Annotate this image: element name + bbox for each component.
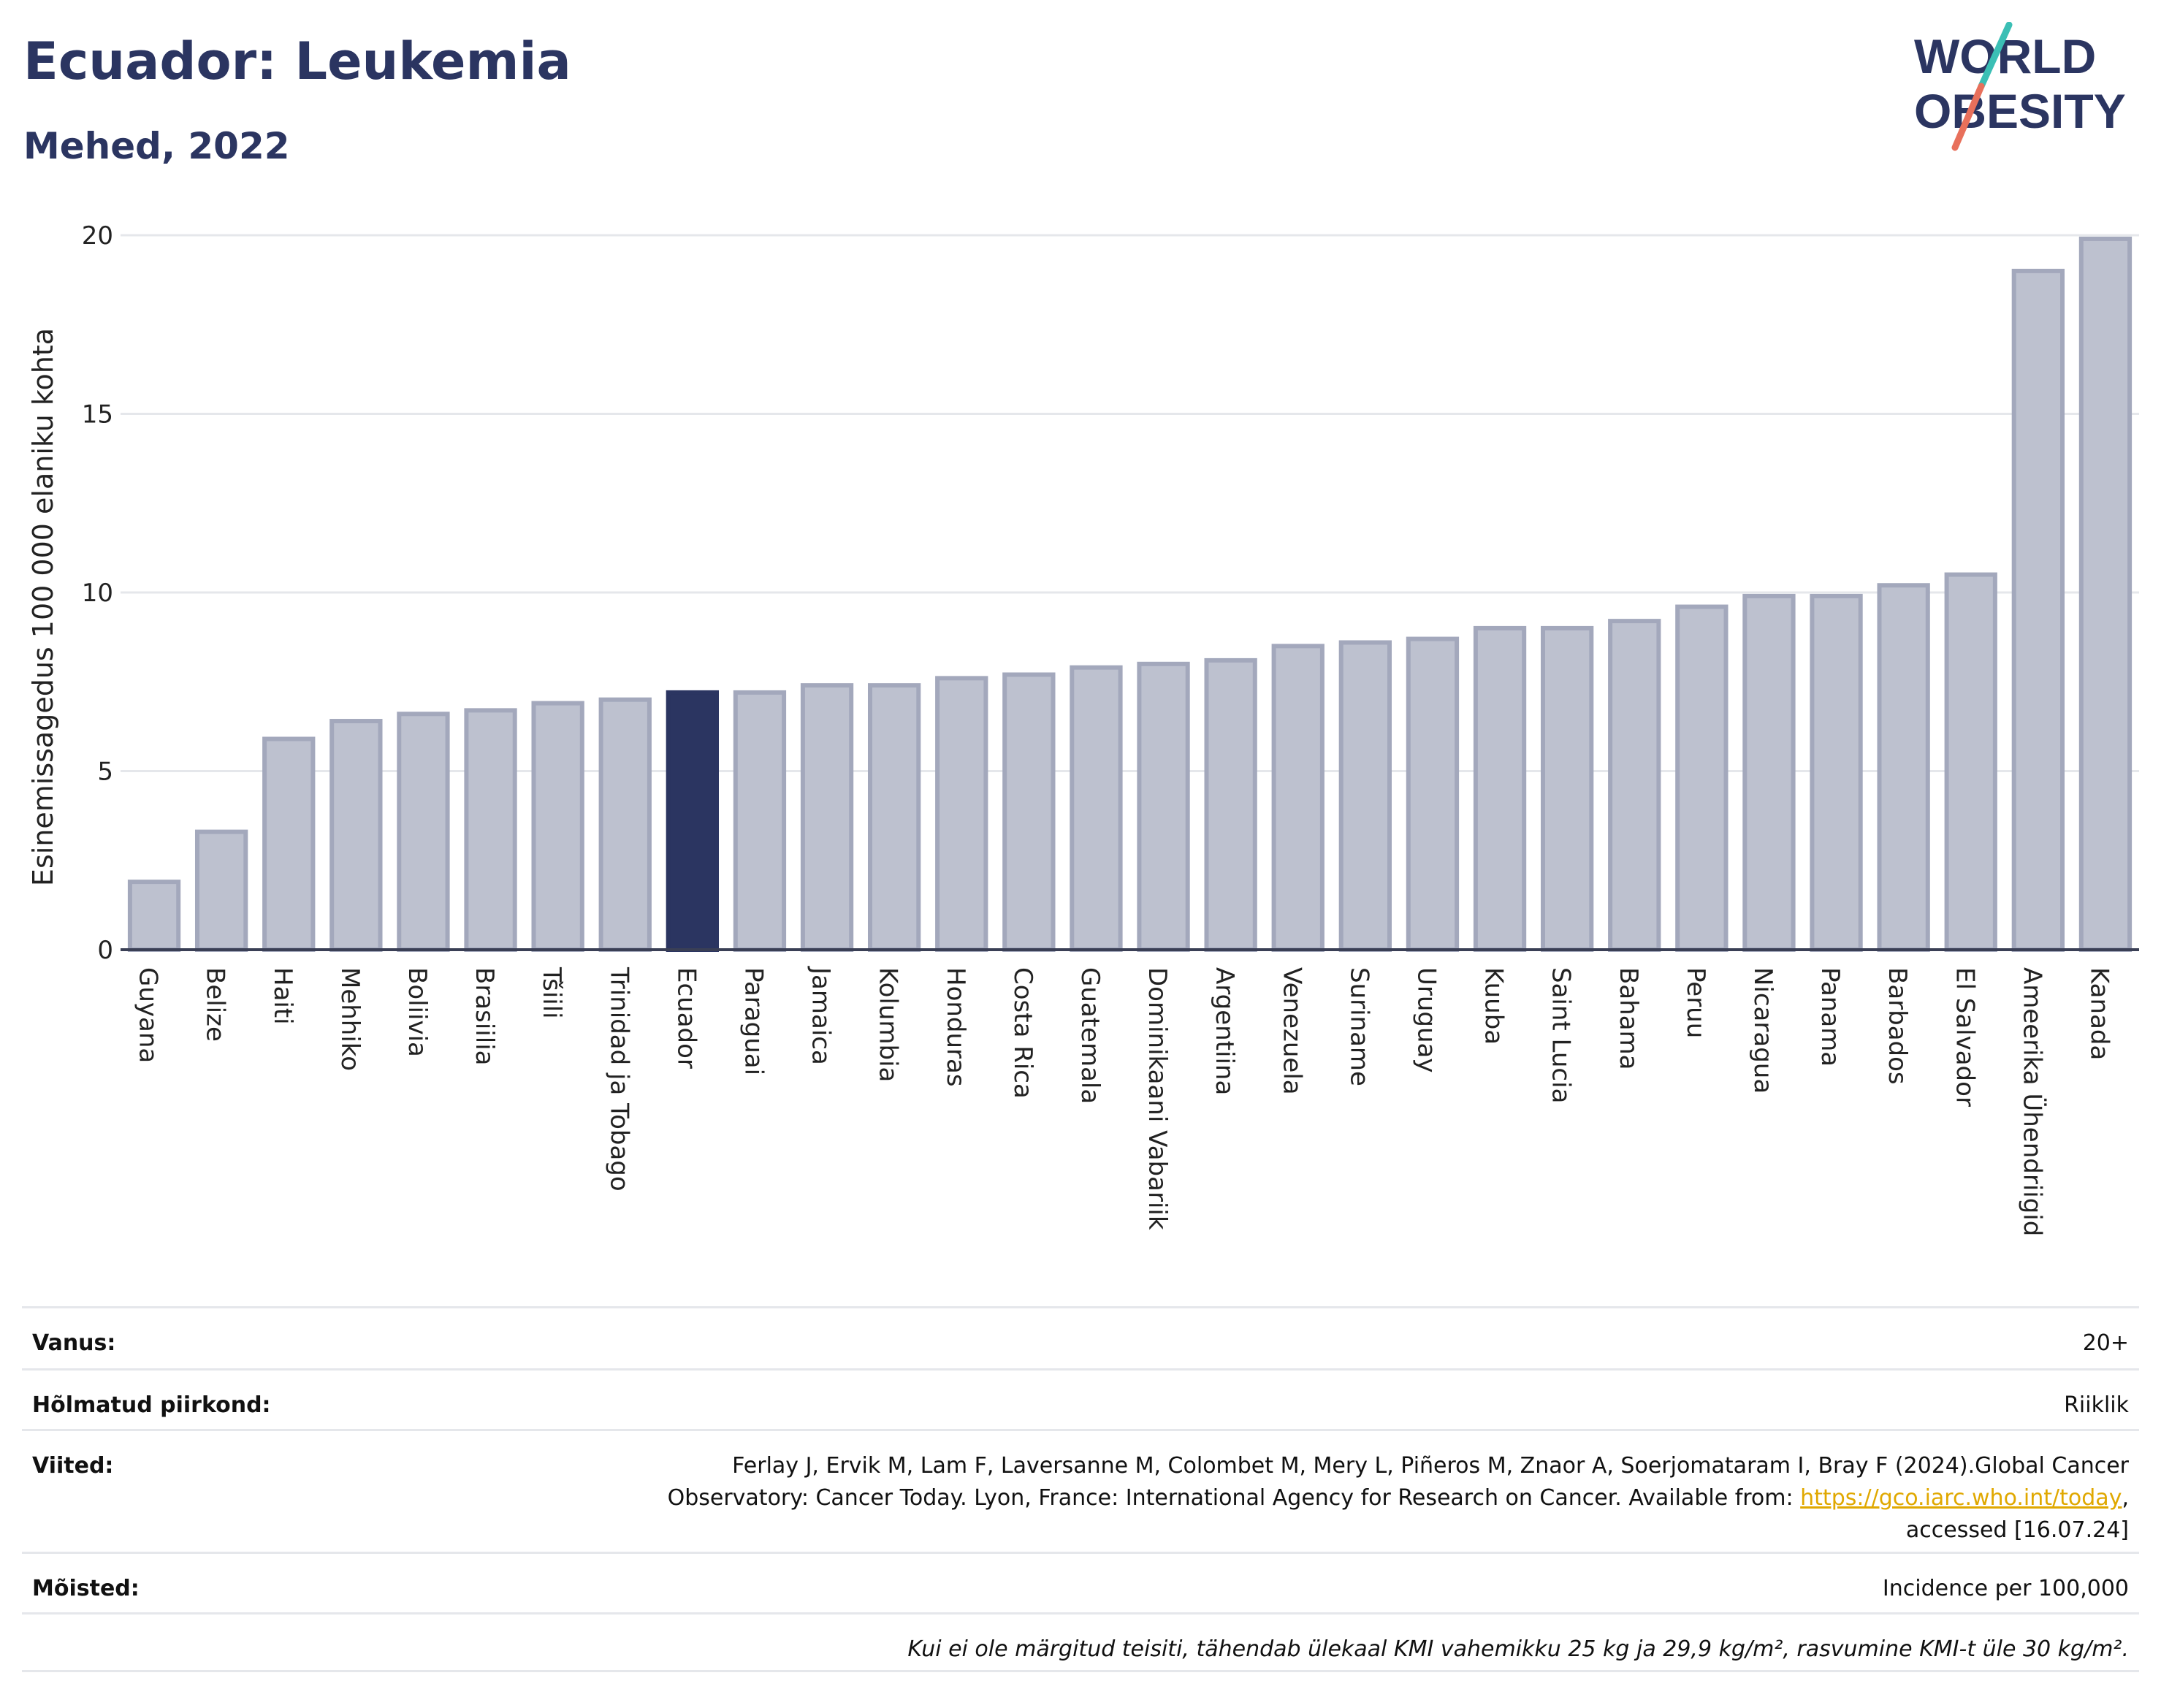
x-tick-label: Peruu bbox=[1681, 967, 1710, 1038]
bar-kanada bbox=[2078, 236, 2133, 952]
references-line-3: accessed [16.07.24] bbox=[1905, 1517, 2129, 1543]
meta-row-age: Vanus: 20+ bbox=[22, 1306, 2139, 1368]
bars bbox=[127, 236, 2133, 953]
bar-belize bbox=[194, 829, 248, 952]
metadata-table: Vanus: 20+ Hõlmatud piirkond: Riiklik Vi… bbox=[22, 1306, 2139, 1672]
bar-venezuela bbox=[1271, 644, 1325, 952]
labels: 0 5 10 15 20 Guyana Belize Haiti Mehhiko Boliivia… bbox=[27, 221, 2114, 1236]
age-label: Vanus: bbox=[32, 1330, 116, 1356]
references-label: Viited: bbox=[32, 1453, 114, 1479]
meta-row-footnote: Kui ei ole märgitud teisiti, tähendab ül… bbox=[22, 1612, 2139, 1672]
x-tick-label: El Salvador bbox=[1950, 967, 1979, 1107]
bar-boliivia bbox=[397, 712, 450, 952]
x-tick-label: Belize bbox=[201, 967, 230, 1042]
x-tick-label: Haiti bbox=[268, 967, 297, 1025]
x-tick-label: Jamaica bbox=[807, 966, 836, 1065]
x-tick-label: Suriname bbox=[1344, 967, 1373, 1086]
bar-bahama bbox=[1608, 619, 1661, 952]
x-tick-label: Uruguay bbox=[1411, 967, 1441, 1073]
x-tick-label: Mehhiko bbox=[335, 967, 365, 1071]
y-tick-label: 15 bbox=[82, 400, 113, 430]
references-line-2: Observatory: Cancer Today. Lyon, France:… bbox=[667, 1485, 1801, 1511]
world-obesity-logo: WORLD OBESITY bbox=[1914, 22, 2126, 151]
bar-barbados bbox=[1877, 583, 1930, 952]
y-tick-label: 10 bbox=[82, 579, 113, 608]
footnote-text: Kui ei ole märgitud teisiti, tähendab ül… bbox=[907, 1636, 2129, 1662]
x-tick-label: Kolumbia bbox=[874, 967, 903, 1082]
bar-mehhiko bbox=[329, 719, 383, 952]
logo-slash-bottom bbox=[1951, 83, 1985, 151]
x-tick-label: Venezuela bbox=[1277, 967, 1306, 1095]
bar-el-salvador bbox=[1944, 572, 1997, 952]
bar-uruguay bbox=[1406, 636, 1460, 952]
bar-ameerika-hendriigid bbox=[2011, 268, 2065, 952]
definitions-value: Incidence per 100,000 bbox=[1882, 1576, 2129, 1601]
bar-honduras bbox=[935, 676, 988, 952]
bar-guatemala bbox=[1070, 665, 1123, 952]
bar-chart: 0 5 10 15 20 Guyana Belize Haiti Mehhiko Boliivia… bbox=[27, 221, 2139, 1236]
y-axis-title: Esinemissagedus 100 000 elaniku kohta bbox=[27, 328, 59, 886]
references-value: Ferlay J, Ervik M, Lam F, Laversanne M, … bbox=[668, 1450, 2129, 1547]
logo-text-obesity: OBESITY bbox=[1914, 84, 2126, 138]
bar-kuuba bbox=[1473, 625, 1527, 953]
x-tick-label: Kanada bbox=[2084, 967, 2114, 1060]
x-tick-label: Costa Rica bbox=[1008, 967, 1037, 1099]
definitions-label: Mõisted: bbox=[32, 1576, 140, 1601]
x-tick-label: Argentiina bbox=[1210, 967, 1239, 1095]
y-tick-label: 0 bbox=[97, 936, 113, 965]
grid-lines bbox=[121, 234, 2139, 772]
chart-title: Ecuador: Leukemia bbox=[23, 31, 571, 91]
bar-ecuador bbox=[666, 690, 720, 952]
references-line-2-suffix: , bbox=[2122, 1485, 2129, 1511]
references-line-1: Ferlay J, Ervik M, Lam F, Laversanne M, … bbox=[732, 1453, 2129, 1479]
bar-costa-rica bbox=[1002, 672, 1056, 952]
bar-peruu bbox=[1675, 604, 1729, 952]
x-tick-label: Paraguai bbox=[739, 967, 768, 1075]
bar-dominikaani-vabariik bbox=[1137, 661, 1190, 952]
meta-row-definitions: Mõisted: Incidence per 100,000 bbox=[22, 1552, 2139, 1612]
x-tick-label: Nicaragua bbox=[1748, 967, 1777, 1094]
x-tick-label: Ameerika Ühendriigid bbox=[2017, 967, 2047, 1236]
x-tick-label: Tšiili bbox=[537, 967, 566, 1019]
x-tick-label: Guatemala bbox=[1075, 967, 1105, 1104]
bar-t-iili bbox=[531, 701, 584, 953]
x-tick-label: Honduras bbox=[941, 967, 970, 1087]
coverage-value: Riiklik bbox=[2064, 1392, 2129, 1418]
coverage-label: Hõlmatud piirkond: bbox=[32, 1392, 271, 1418]
bar-jamaica bbox=[800, 683, 854, 952]
x-tick-label: Barbados bbox=[1883, 967, 1912, 1085]
bar-trinidad-ja-tobago bbox=[598, 697, 652, 952]
x-tick-label: Ecuador bbox=[671, 967, 701, 1069]
x-tick-label: Bahama bbox=[1614, 967, 1643, 1070]
meta-row-references: Viited: Ferlay J, Ervik M, Lam F, Lavers… bbox=[22, 1429, 2139, 1552]
bar-panama bbox=[1810, 593, 1863, 952]
x-tick-label: Guyana bbox=[134, 967, 163, 1063]
x-tick-label: Brasiilia bbox=[470, 967, 499, 1065]
bar-brasiilia bbox=[464, 708, 517, 952]
bar-suriname bbox=[1338, 640, 1392, 953]
bar-paraguai bbox=[733, 690, 787, 952]
bar-guyana bbox=[127, 880, 181, 952]
x-tick-label: Kuuba bbox=[1479, 967, 1509, 1045]
bar-haiti bbox=[262, 736, 316, 952]
age-value: 20+ bbox=[2082, 1330, 2129, 1356]
x-tick-label: Dominikaani Vabariik bbox=[1143, 967, 1172, 1230]
y-tick-label: 5 bbox=[97, 758, 113, 787]
bar-nicaragua bbox=[1742, 593, 1796, 952]
logo-slash-top bbox=[1978, 22, 2013, 90]
chart-subtitle: Mehed, 2022 bbox=[23, 125, 290, 167]
x-tick-label: Panama bbox=[1815, 967, 1845, 1067]
bar-saint-lucia bbox=[1540, 625, 1594, 953]
meta-row-coverage: Hõlmatud piirkond: Riiklik bbox=[22, 1368, 2139, 1429]
bar-kolumbia bbox=[867, 683, 921, 952]
references-link[interactable]: https://gco.iarc.who.int/today bbox=[1800, 1485, 2122, 1511]
y-tick-label: 20 bbox=[82, 221, 113, 251]
x-tick-label: Saint Lucia bbox=[1547, 967, 1576, 1103]
bar-argentiina bbox=[1204, 657, 1257, 952]
x-tick-label: Boliivia bbox=[403, 967, 432, 1057]
x-tick-label: Trinidad ja Tobago bbox=[604, 967, 633, 1192]
